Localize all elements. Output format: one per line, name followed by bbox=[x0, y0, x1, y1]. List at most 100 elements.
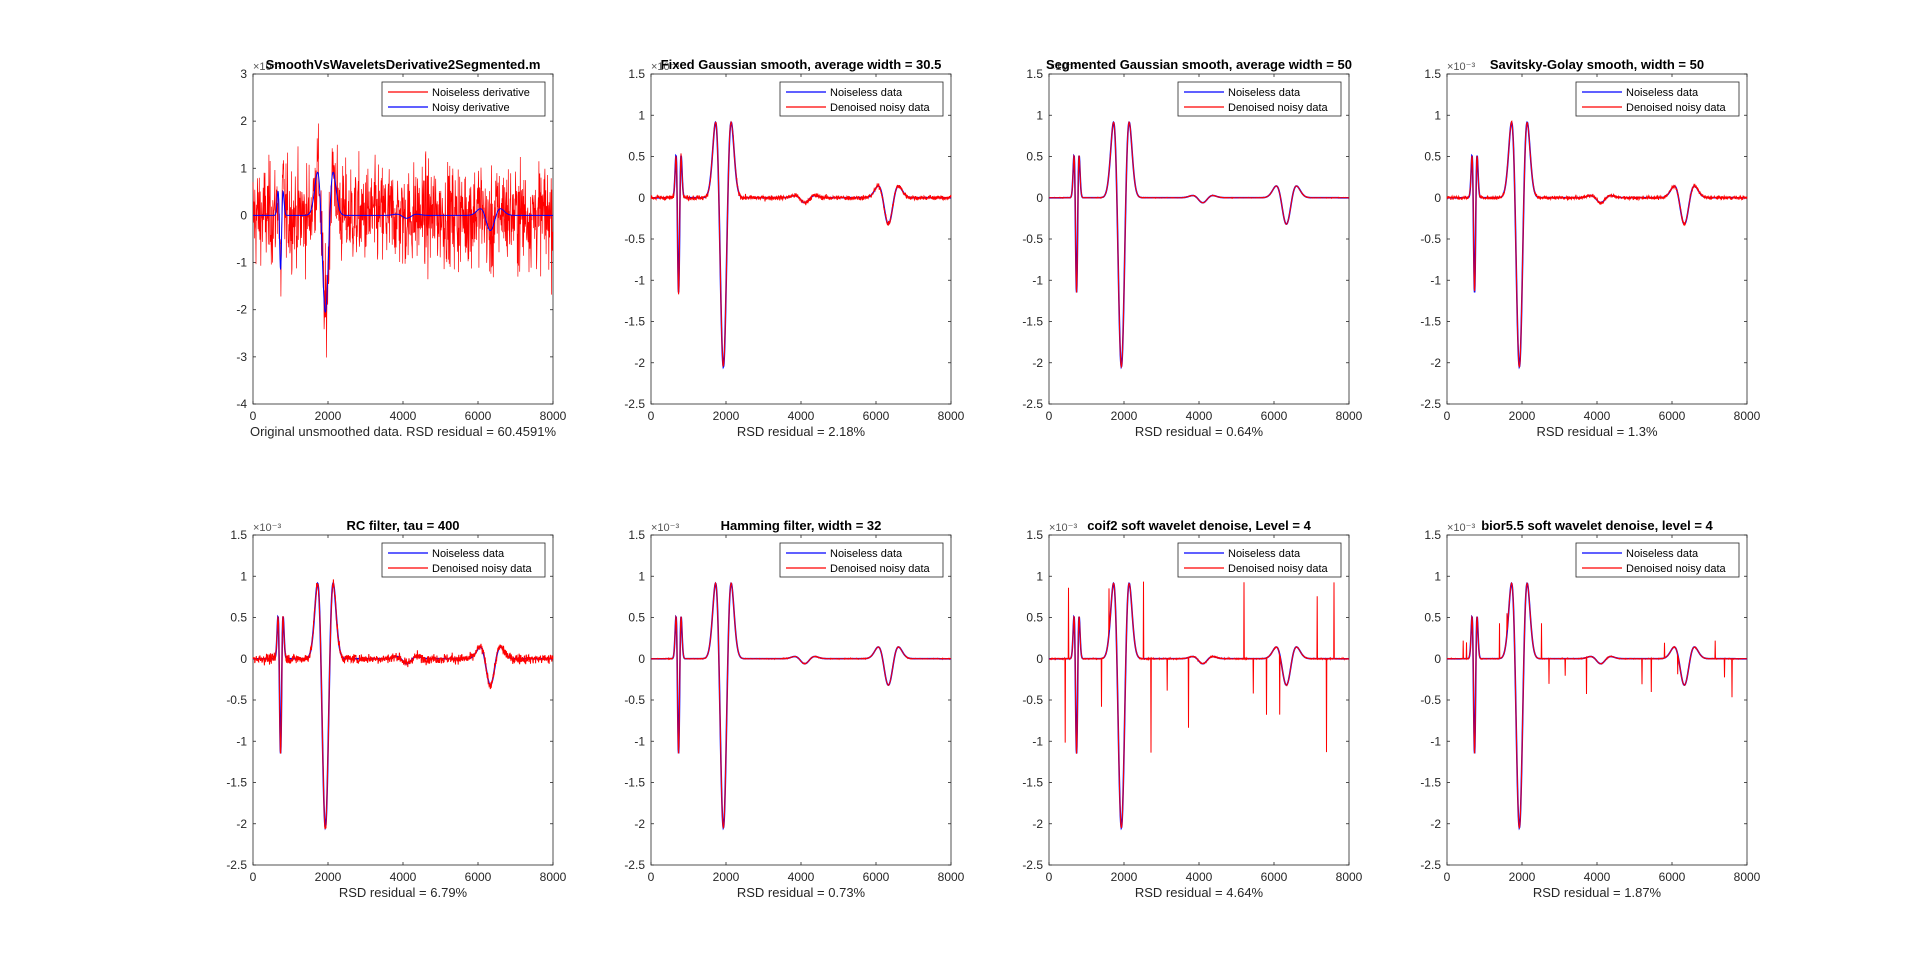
legend-box bbox=[1177, 542, 1342, 578]
x-axis-label: RSD residual = 0.73% bbox=[737, 885, 866, 900]
y-tick-label: 0.5 bbox=[1026, 611, 1043, 625]
x-tick-label: 4000 bbox=[1186, 870, 1213, 884]
x-tick-label: 4000 bbox=[1584, 409, 1611, 423]
y-tick-label: 2 bbox=[240, 114, 247, 128]
y-tick-label: -1.5 bbox=[624, 315, 645, 329]
x-tick-label: 6000 bbox=[1261, 409, 1288, 423]
y-tick-label: -0.5 bbox=[1022, 693, 1043, 707]
y-tick-label: -4 bbox=[236, 397, 247, 411]
x-tick-label: 2000 bbox=[1509, 409, 1536, 423]
x-tick-label: 6000 bbox=[465, 870, 492, 884]
y-tick-label: -2 bbox=[236, 817, 247, 831]
legend: Noiseless derivative Noisy derivative bbox=[381, 81, 546, 117]
exponent-label: ×10⁻³ bbox=[1049, 522, 1077, 534]
x-axis-label: RSD residual = 2.18% bbox=[737, 424, 866, 439]
legend-label: Denoised noisy data bbox=[432, 563, 533, 575]
series-line-denoised bbox=[1049, 120, 1350, 369]
legend-box bbox=[779, 542, 944, 578]
y-tick-label: -3 bbox=[236, 350, 247, 364]
y-tick-label: 1.5 bbox=[628, 67, 645, 81]
x-tick-label: 0 bbox=[250, 870, 257, 884]
plot-frame bbox=[1446, 73, 1748, 405]
x-tick-label: 0 bbox=[1046, 870, 1053, 884]
y-tick-label: -0.5 bbox=[226, 693, 247, 707]
y-tick-label: -1 bbox=[1430, 734, 1441, 748]
legend: Noiseless data Denoised noisy data bbox=[1177, 542, 1342, 578]
series-line-denoised bbox=[252, 579, 554, 830]
x-tick-label: 2000 bbox=[315, 870, 342, 884]
x-tick-label: 6000 bbox=[1659, 409, 1686, 423]
legend: Noiseless data Denoised noisy data bbox=[779, 542, 944, 578]
x-tick-label: 4000 bbox=[788, 409, 815, 423]
y-tick-label: 1.5 bbox=[230, 528, 247, 542]
exponent-label: ×10⁻³ bbox=[651, 522, 679, 534]
y-tick-label: 1 bbox=[240, 569, 247, 583]
plot-frame bbox=[650, 73, 952, 405]
y-tick-label: 1 bbox=[1036, 108, 1043, 122]
x-tick-label: 6000 bbox=[465, 409, 492, 423]
x-tick-label: 2000 bbox=[315, 409, 342, 423]
legend-box bbox=[779, 81, 944, 117]
subplot-segmented-gaussian: 0 2000 4000 6000 8000 -2.5 -2 -1.5 -1 -0.5 0 0.5 1 1.… bbox=[1022, 57, 1362, 439]
y-tick-label: 0.5 bbox=[628, 611, 645, 625]
x-tick-label: 0 bbox=[250, 409, 257, 423]
chart-title: Fixed Gaussian smooth, average width = 3… bbox=[661, 57, 942, 72]
legend-label: Denoised noisy data bbox=[1228, 563, 1329, 575]
x-tick-label: 8000 bbox=[1336, 409, 1363, 423]
x-tick-label: 4000 bbox=[390, 870, 417, 884]
y-tick-label: 1.5 bbox=[1424, 528, 1441, 542]
y-tick-label: 1.5 bbox=[628, 528, 645, 542]
y-tick-label: -1.5 bbox=[624, 776, 645, 790]
x-tick-label: 8000 bbox=[938, 870, 965, 884]
legend: Noiseless data Denoised noisy data bbox=[1177, 81, 1342, 117]
exponent-label: ×10⁻³ bbox=[1049, 61, 1077, 73]
y-tick-label: -1.5 bbox=[1022, 776, 1043, 790]
legend-label: Noiseless data bbox=[830, 87, 903, 99]
series-line-denoised bbox=[1446, 120, 1748, 368]
subplot-hamming-filter: 0 2000 4000 6000 8000 -2.5 -2 -1.5 -1 -0.5 0 0.5 1 1.… bbox=[624, 518, 964, 900]
legend-label: Noiseless data bbox=[1228, 548, 1301, 560]
legend: Noiseless data Denoised noisy data bbox=[381, 542, 546, 578]
y-tick-label: 1 bbox=[1036, 569, 1043, 583]
chart-title: RC filter, tau = 400 bbox=[346, 518, 459, 533]
x-tick-label: 6000 bbox=[1659, 870, 1686, 884]
legend: Noiseless data Denoised noisy data bbox=[1575, 81, 1740, 117]
y-tick-label: 0 bbox=[240, 652, 247, 666]
x-tick-label: 6000 bbox=[863, 870, 890, 884]
exponent-label: ×10⁻³ bbox=[253, 61, 281, 73]
y-tick-label: -1 bbox=[1032, 734, 1043, 748]
y-tick-label: -1.5 bbox=[1420, 776, 1441, 790]
plot-frame bbox=[1048, 73, 1350, 405]
legend-box bbox=[1177, 81, 1342, 117]
x-tick-label: 8000 bbox=[540, 870, 567, 884]
series-line-noisy bbox=[252, 123, 554, 358]
y-tick-label: -0.5 bbox=[1420, 693, 1441, 707]
plot-frame bbox=[1446, 534, 1748, 866]
plot-frame bbox=[1048, 534, 1350, 866]
x-tick-label: 8000 bbox=[540, 409, 567, 423]
subplot-original: 0 2000 4000 6000 8000 -4 -3 -2 -1 0 1 2 3 ×10⁻³ Noisel… bbox=[236, 57, 566, 439]
y-tick-label: -2 bbox=[1032, 817, 1043, 831]
legend-label: Noiseless data bbox=[1228, 87, 1301, 99]
y-tick-label: 1 bbox=[1434, 569, 1441, 583]
subplot-coif2-wavelet: 0 2000 4000 6000 8000 -2.5 -2 -1.5 -1 -0.5 0 0.5 1 1.… bbox=[1022, 518, 1362, 900]
x-tick-label: 8000 bbox=[938, 409, 965, 423]
x-tick-label: 0 bbox=[648, 870, 655, 884]
y-tick-label: 1.5 bbox=[1026, 528, 1043, 542]
series-line-clean bbox=[253, 171, 553, 313]
y-tick-label: -2.5 bbox=[1022, 858, 1043, 872]
x-tick-label: 2000 bbox=[1509, 870, 1536, 884]
exponent-label: ×10⁻³ bbox=[1447, 522, 1475, 534]
x-tick-label: 8000 bbox=[1734, 409, 1761, 423]
y-tick-label: -2 bbox=[236, 303, 247, 317]
chart-title: SmoothVsWaveletsDerivative2Segmented.m bbox=[266, 57, 541, 72]
legend-label: Denoised noisy data bbox=[1228, 102, 1329, 114]
y-tick-label: -2 bbox=[1430, 817, 1441, 831]
x-tick-label: 2000 bbox=[1111, 870, 1138, 884]
plot-frame bbox=[650, 534, 952, 866]
x-tick-label: 2000 bbox=[713, 870, 740, 884]
y-tick-label: 1.5 bbox=[1424, 67, 1441, 81]
legend-box bbox=[1575, 81, 1740, 117]
legend-label: Noiseless data bbox=[1626, 548, 1699, 560]
x-tick-label: 0 bbox=[648, 409, 655, 423]
